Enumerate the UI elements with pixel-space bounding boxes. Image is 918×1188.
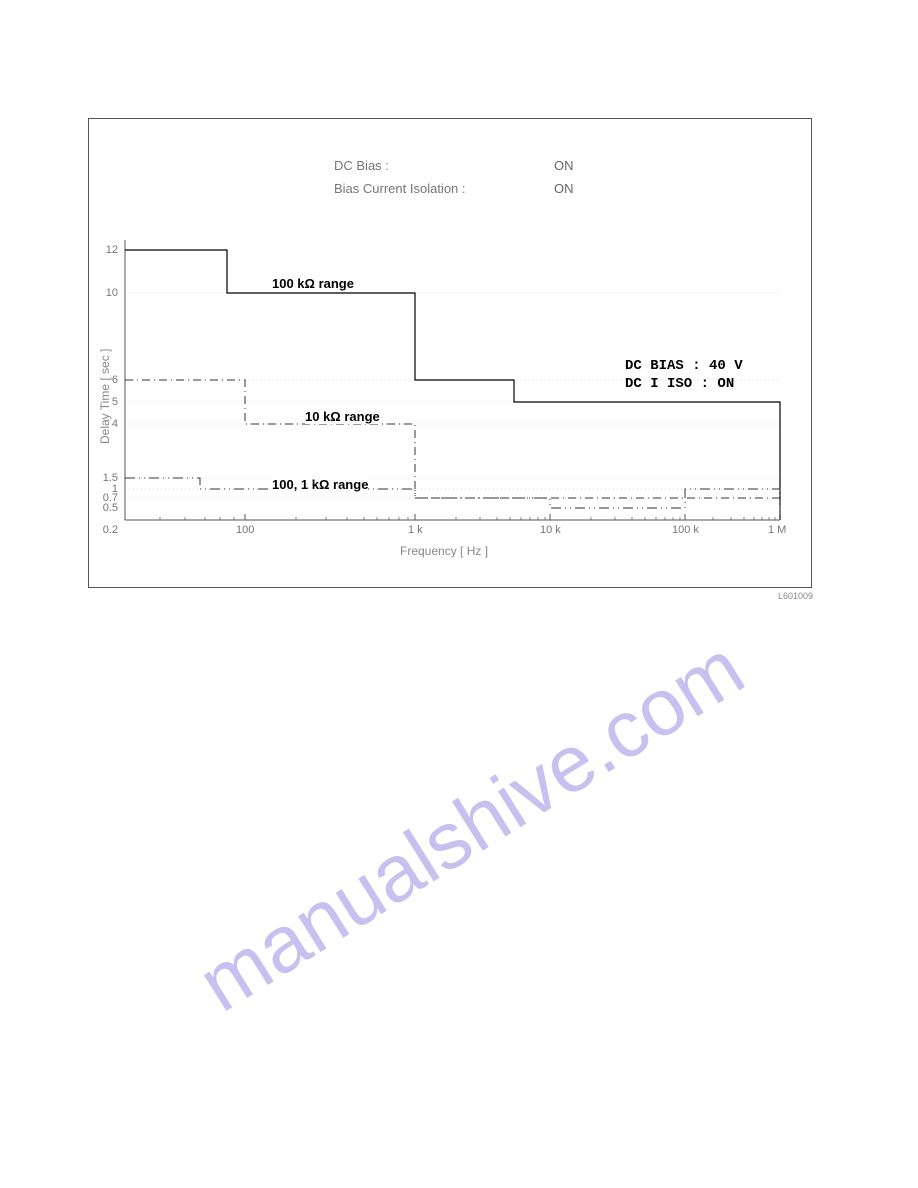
series-100-1kohm	[125, 478, 780, 520]
label-100kohm: 100 kΩ range	[272, 276, 354, 291]
hdr-dcbias-val: ON	[554, 158, 574, 173]
xtick-100k: 100 k	[672, 524, 699, 536]
series-10kohm	[125, 380, 780, 520]
ytick-0_5: 0.5	[103, 502, 118, 514]
x-axis-label: Frequency [ Hz ]	[400, 544, 488, 558]
label-10kohm: 10 kΩ range	[305, 409, 380, 424]
info-dciso: DC I ISO : ON	[625, 376, 734, 392]
hdr-dcbias-label: DC Bias :	[334, 158, 389, 173]
y-axis-label: Delay Time [ sec ]	[98, 349, 112, 444]
ytick-5: 5	[112, 396, 118, 408]
label-100-1kohm: 100, 1 kΩ range	[272, 477, 368, 492]
ytick-10: 10	[106, 287, 118, 299]
watermark: manualshive.com	[183, 622, 760, 1030]
figure-id: L601009	[778, 591, 813, 601]
ytick-0_2: 0.2	[103, 524, 118, 536]
ytick-12: 12	[106, 244, 118, 256]
info-dcbias: DC BIAS : 40 V	[625, 358, 743, 374]
xtick-1k: 1 k	[408, 524, 423, 536]
xtick-1m: 1 M	[768, 524, 786, 536]
ytick-6: 6	[112, 374, 118, 386]
ytick-4: 4	[112, 418, 118, 430]
hdr-iso-label: Bias Current Isolation :	[334, 181, 466, 196]
xtick-10k: 10 k	[540, 524, 561, 536]
xtick-100: 100	[236, 524, 254, 536]
hdr-iso-val: ON	[554, 181, 574, 196]
